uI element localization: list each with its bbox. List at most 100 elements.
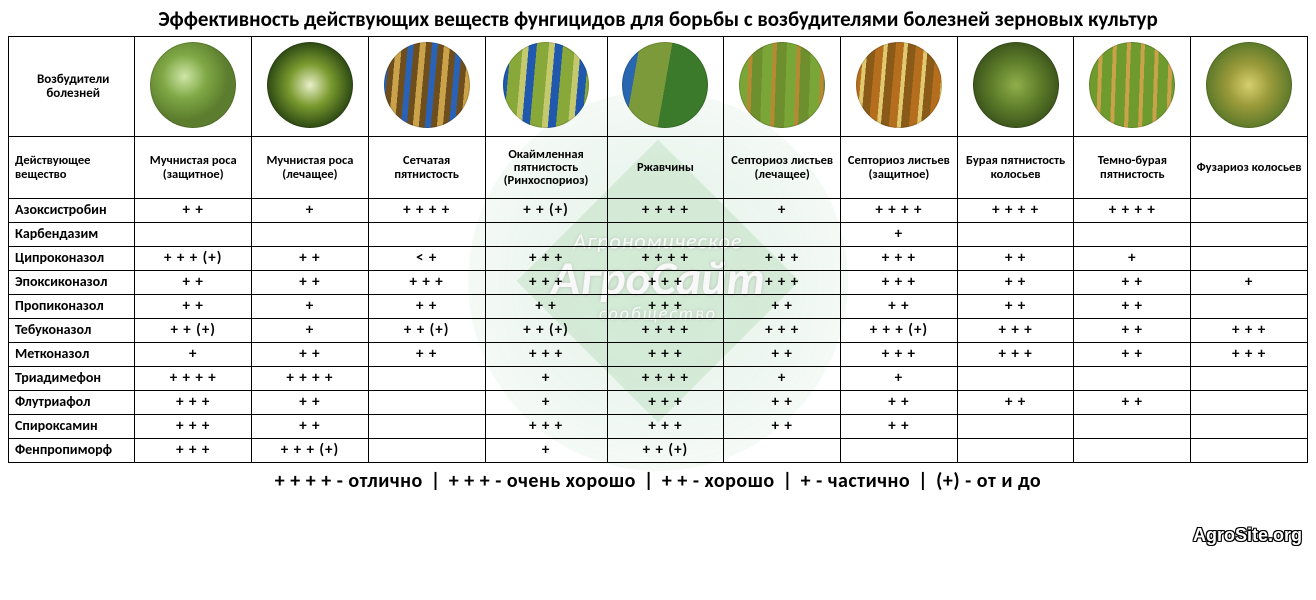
efficacy-cell: + xyxy=(485,439,607,463)
efficacy-cell xyxy=(1191,295,1308,319)
table-row: Метконазол++ ++ ++ + ++ + ++ ++ + ++ + +… xyxy=(9,343,1308,367)
disease-name: Септориоз листьев (защитное) xyxy=(841,137,958,199)
efficacy-cell: + + xyxy=(252,391,369,415)
efficacy-cell: + xyxy=(841,223,958,247)
efficacy-cell: + + + xyxy=(135,439,252,463)
disease-name: Септориоз листьев (лечащее) xyxy=(724,137,841,199)
efficacy-cell: + + + + xyxy=(368,199,485,223)
efficacy-cell: + + + xyxy=(135,391,252,415)
efficacy-cell xyxy=(1074,415,1191,439)
efficacy-cell: + + + xyxy=(485,271,607,295)
efficacy-cell: + + (+) xyxy=(368,319,485,343)
efficacy-cell: + xyxy=(485,367,607,391)
table-row: Фенпропиморф+ + ++ + + (+)++ + (+) xyxy=(9,439,1308,463)
efficacy-cell xyxy=(1074,439,1191,463)
efficacy-cell: + xyxy=(724,199,841,223)
efficacy-cell xyxy=(957,367,1074,391)
efficacy-cell: + + + + xyxy=(252,367,369,391)
disease-thumb xyxy=(485,37,607,137)
disease-thumb-icon xyxy=(267,42,353,128)
efficacy-cell: + xyxy=(485,391,607,415)
disease-thumb-icon xyxy=(1089,42,1175,128)
efficacy-cell: + + + xyxy=(841,343,958,367)
efficacy-cell: + + + xyxy=(485,343,607,367)
table-row: Триадимефон+ + + ++ + + +++ + + +++ xyxy=(9,367,1308,391)
efficacy-cell: + + + xyxy=(607,391,724,415)
efficacy-cell: + + xyxy=(252,271,369,295)
table-row: Эпоксиконазол+ ++ ++ + ++ + ++ + ++ + ++… xyxy=(9,271,1308,295)
efficacy-cell: + + xyxy=(841,295,958,319)
efficacy-cell xyxy=(368,415,485,439)
efficacy-cell: + + xyxy=(485,295,607,319)
efficacy-cell: + + xyxy=(368,343,485,367)
efficacy-cell: + + + xyxy=(841,247,958,271)
efficacy-cell: + + xyxy=(957,295,1074,319)
efficacy-cell: < + xyxy=(368,247,485,271)
table-row: Ципроконазол+ + + (+)+ +< ++ + ++ + + ++… xyxy=(9,247,1308,271)
substance-name: Азоксистробин xyxy=(9,199,135,223)
disease-thumb-icon xyxy=(622,42,708,128)
disease-thumb xyxy=(841,37,958,137)
pathogens-header: Возбудители болезней xyxy=(9,37,135,137)
efficacy-cell: + + xyxy=(957,271,1074,295)
substance-name: Триадимефон xyxy=(9,367,135,391)
legend-separator: | xyxy=(783,469,793,493)
efficacy-cell: + + + xyxy=(1191,343,1308,367)
legend-item: + - частично xyxy=(801,469,911,493)
efficacy-cell: + xyxy=(724,367,841,391)
efficacy-cell xyxy=(724,439,841,463)
legend-separator: | xyxy=(644,469,654,493)
disease-thumb-icon xyxy=(150,42,236,128)
site-credit: AgroSite.org xyxy=(1193,525,1302,546)
efficacy-cell: + + xyxy=(252,247,369,271)
efficacy-cell: + + + xyxy=(724,271,841,295)
efficacy-cell xyxy=(1191,223,1308,247)
efficacy-table: Возбудители болезней Действующее веществ… xyxy=(8,36,1308,463)
disease-name: Ржавчины xyxy=(607,137,724,199)
efficacy-cell: + + + xyxy=(135,415,252,439)
efficacy-cell xyxy=(368,223,485,247)
substance-name: Метконазол xyxy=(9,343,135,367)
efficacy-cell: + + + + xyxy=(607,367,724,391)
disease-thumb xyxy=(607,37,724,137)
efficacy-cell: + + + (+) xyxy=(841,319,958,343)
efficacy-cell xyxy=(1191,415,1308,439)
disease-thumb-icon xyxy=(503,42,589,128)
efficacy-cell: + + + xyxy=(607,343,724,367)
table-row: Пропиконазол+ +++ ++ ++ + ++ ++ ++ ++ + xyxy=(9,295,1308,319)
disease-thumb-icon xyxy=(384,42,470,128)
efficacy-cell xyxy=(1191,199,1308,223)
table-row: Тебуконазол+ + (+)++ + (+)+ + (+)+ + + +… xyxy=(9,319,1308,343)
efficacy-cell: + + xyxy=(724,343,841,367)
efficacy-cell: + + xyxy=(841,391,958,415)
efficacy-cell: + xyxy=(252,295,369,319)
disease-thumb-icon xyxy=(739,42,825,128)
table-row: Карбендазим+ xyxy=(9,223,1308,247)
legend-item: + + + + - отлично xyxy=(275,469,423,493)
efficacy-cell: + + + xyxy=(485,247,607,271)
efficacy-cell xyxy=(1074,367,1191,391)
efficacy-cell xyxy=(252,223,369,247)
disease-thumb xyxy=(368,37,485,137)
efficacy-cell: + + xyxy=(252,343,369,367)
efficacy-cell: + + + xyxy=(368,271,485,295)
efficacy-cell xyxy=(1074,223,1191,247)
efficacy-cell: + + xyxy=(1074,391,1191,415)
efficacy-cell: + + + (+) xyxy=(135,247,252,271)
substance-header: Действующее вещество xyxy=(9,137,135,199)
efficacy-cell: + + xyxy=(957,247,1074,271)
efficacy-cell: + + (+) xyxy=(485,199,607,223)
efficacy-cell: + + xyxy=(724,415,841,439)
legend-item: (+) - от и до xyxy=(936,469,1041,493)
disease-thumb xyxy=(252,37,369,137)
efficacy-cell: + + + xyxy=(957,319,1074,343)
disease-thumb-icon xyxy=(973,42,1059,128)
efficacy-cell: + + + xyxy=(957,343,1074,367)
legend-separator: | xyxy=(431,469,441,493)
efficacy-cell xyxy=(957,223,1074,247)
disease-thumb-icon xyxy=(1206,42,1292,128)
disease-name: Окаймленная пятнистость (Ринхоспориоз) xyxy=(485,137,607,199)
disease-name: Темно-бурая пятнистость xyxy=(1074,137,1191,199)
efficacy-cell xyxy=(1191,391,1308,415)
efficacy-cell: + + + xyxy=(607,295,724,319)
